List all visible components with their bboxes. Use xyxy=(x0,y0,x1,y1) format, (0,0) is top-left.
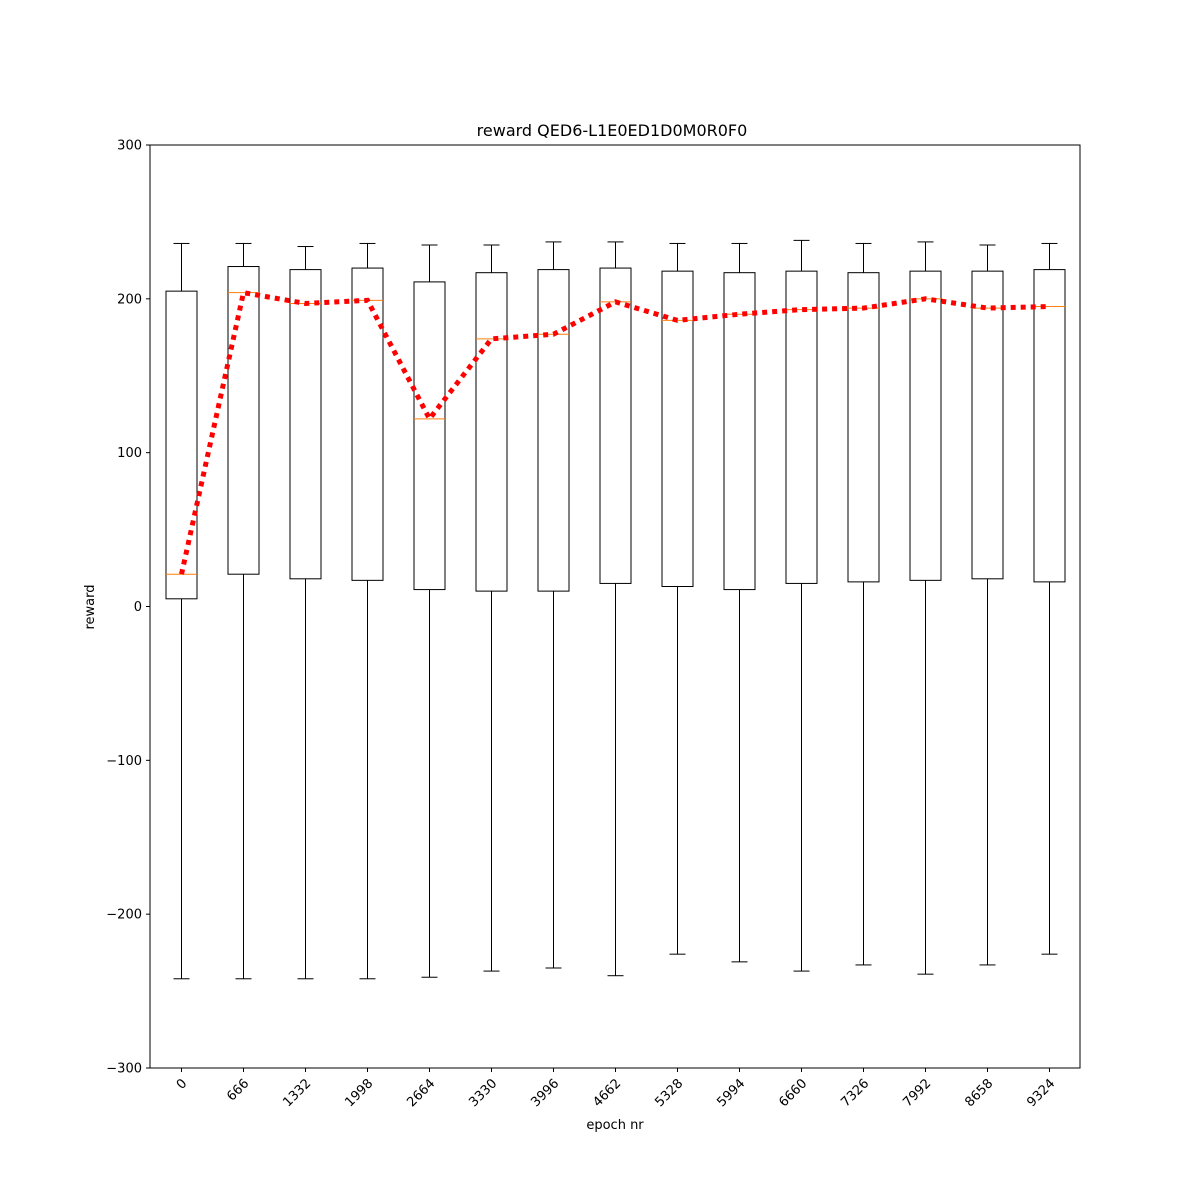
box-iqr xyxy=(351,267,384,581)
box-iqr xyxy=(785,270,818,584)
y-tick-label: 0 xyxy=(134,600,142,615)
box-group xyxy=(227,242,260,980)
box-group xyxy=(475,244,508,972)
y-tick-label: −100 xyxy=(106,754,142,769)
box-iqr xyxy=(847,272,880,583)
box-iqr xyxy=(227,266,260,575)
median-trend-line xyxy=(179,289,1050,575)
y-axis-label: reward xyxy=(83,584,98,629)
box-iqr xyxy=(971,270,1004,580)
box-group xyxy=(723,242,756,963)
box-iqr xyxy=(599,267,632,584)
box-group xyxy=(537,241,570,969)
box-iqr xyxy=(909,270,942,581)
box-group xyxy=(599,241,632,977)
box-iqr xyxy=(413,281,446,591)
box-iqr xyxy=(723,272,756,591)
box-iqr xyxy=(475,272,508,592)
box-group xyxy=(847,242,880,966)
y-tick-label: 300 xyxy=(117,139,142,154)
x-axis-label: epoch nr xyxy=(586,1118,644,1133)
box-group xyxy=(1033,242,1066,955)
box-iqr xyxy=(289,269,322,580)
box-group xyxy=(165,242,198,980)
box-group xyxy=(413,244,446,978)
box-iqr xyxy=(537,269,570,592)
y-tick-label: 200 xyxy=(117,292,142,307)
box-iqr xyxy=(165,290,198,600)
chart-title: reward QED6-L1E0ED1D0M0R0F0 xyxy=(477,121,748,140)
y-tick-label: 100 xyxy=(117,446,142,461)
box-group xyxy=(785,239,818,972)
plot-area xyxy=(165,239,1066,980)
y-tick-label: −200 xyxy=(106,908,142,923)
box-iqr xyxy=(661,270,694,588)
box-iqr xyxy=(1033,269,1066,583)
y-tick-label: −300 xyxy=(106,1062,142,1077)
box-group xyxy=(971,244,1004,966)
